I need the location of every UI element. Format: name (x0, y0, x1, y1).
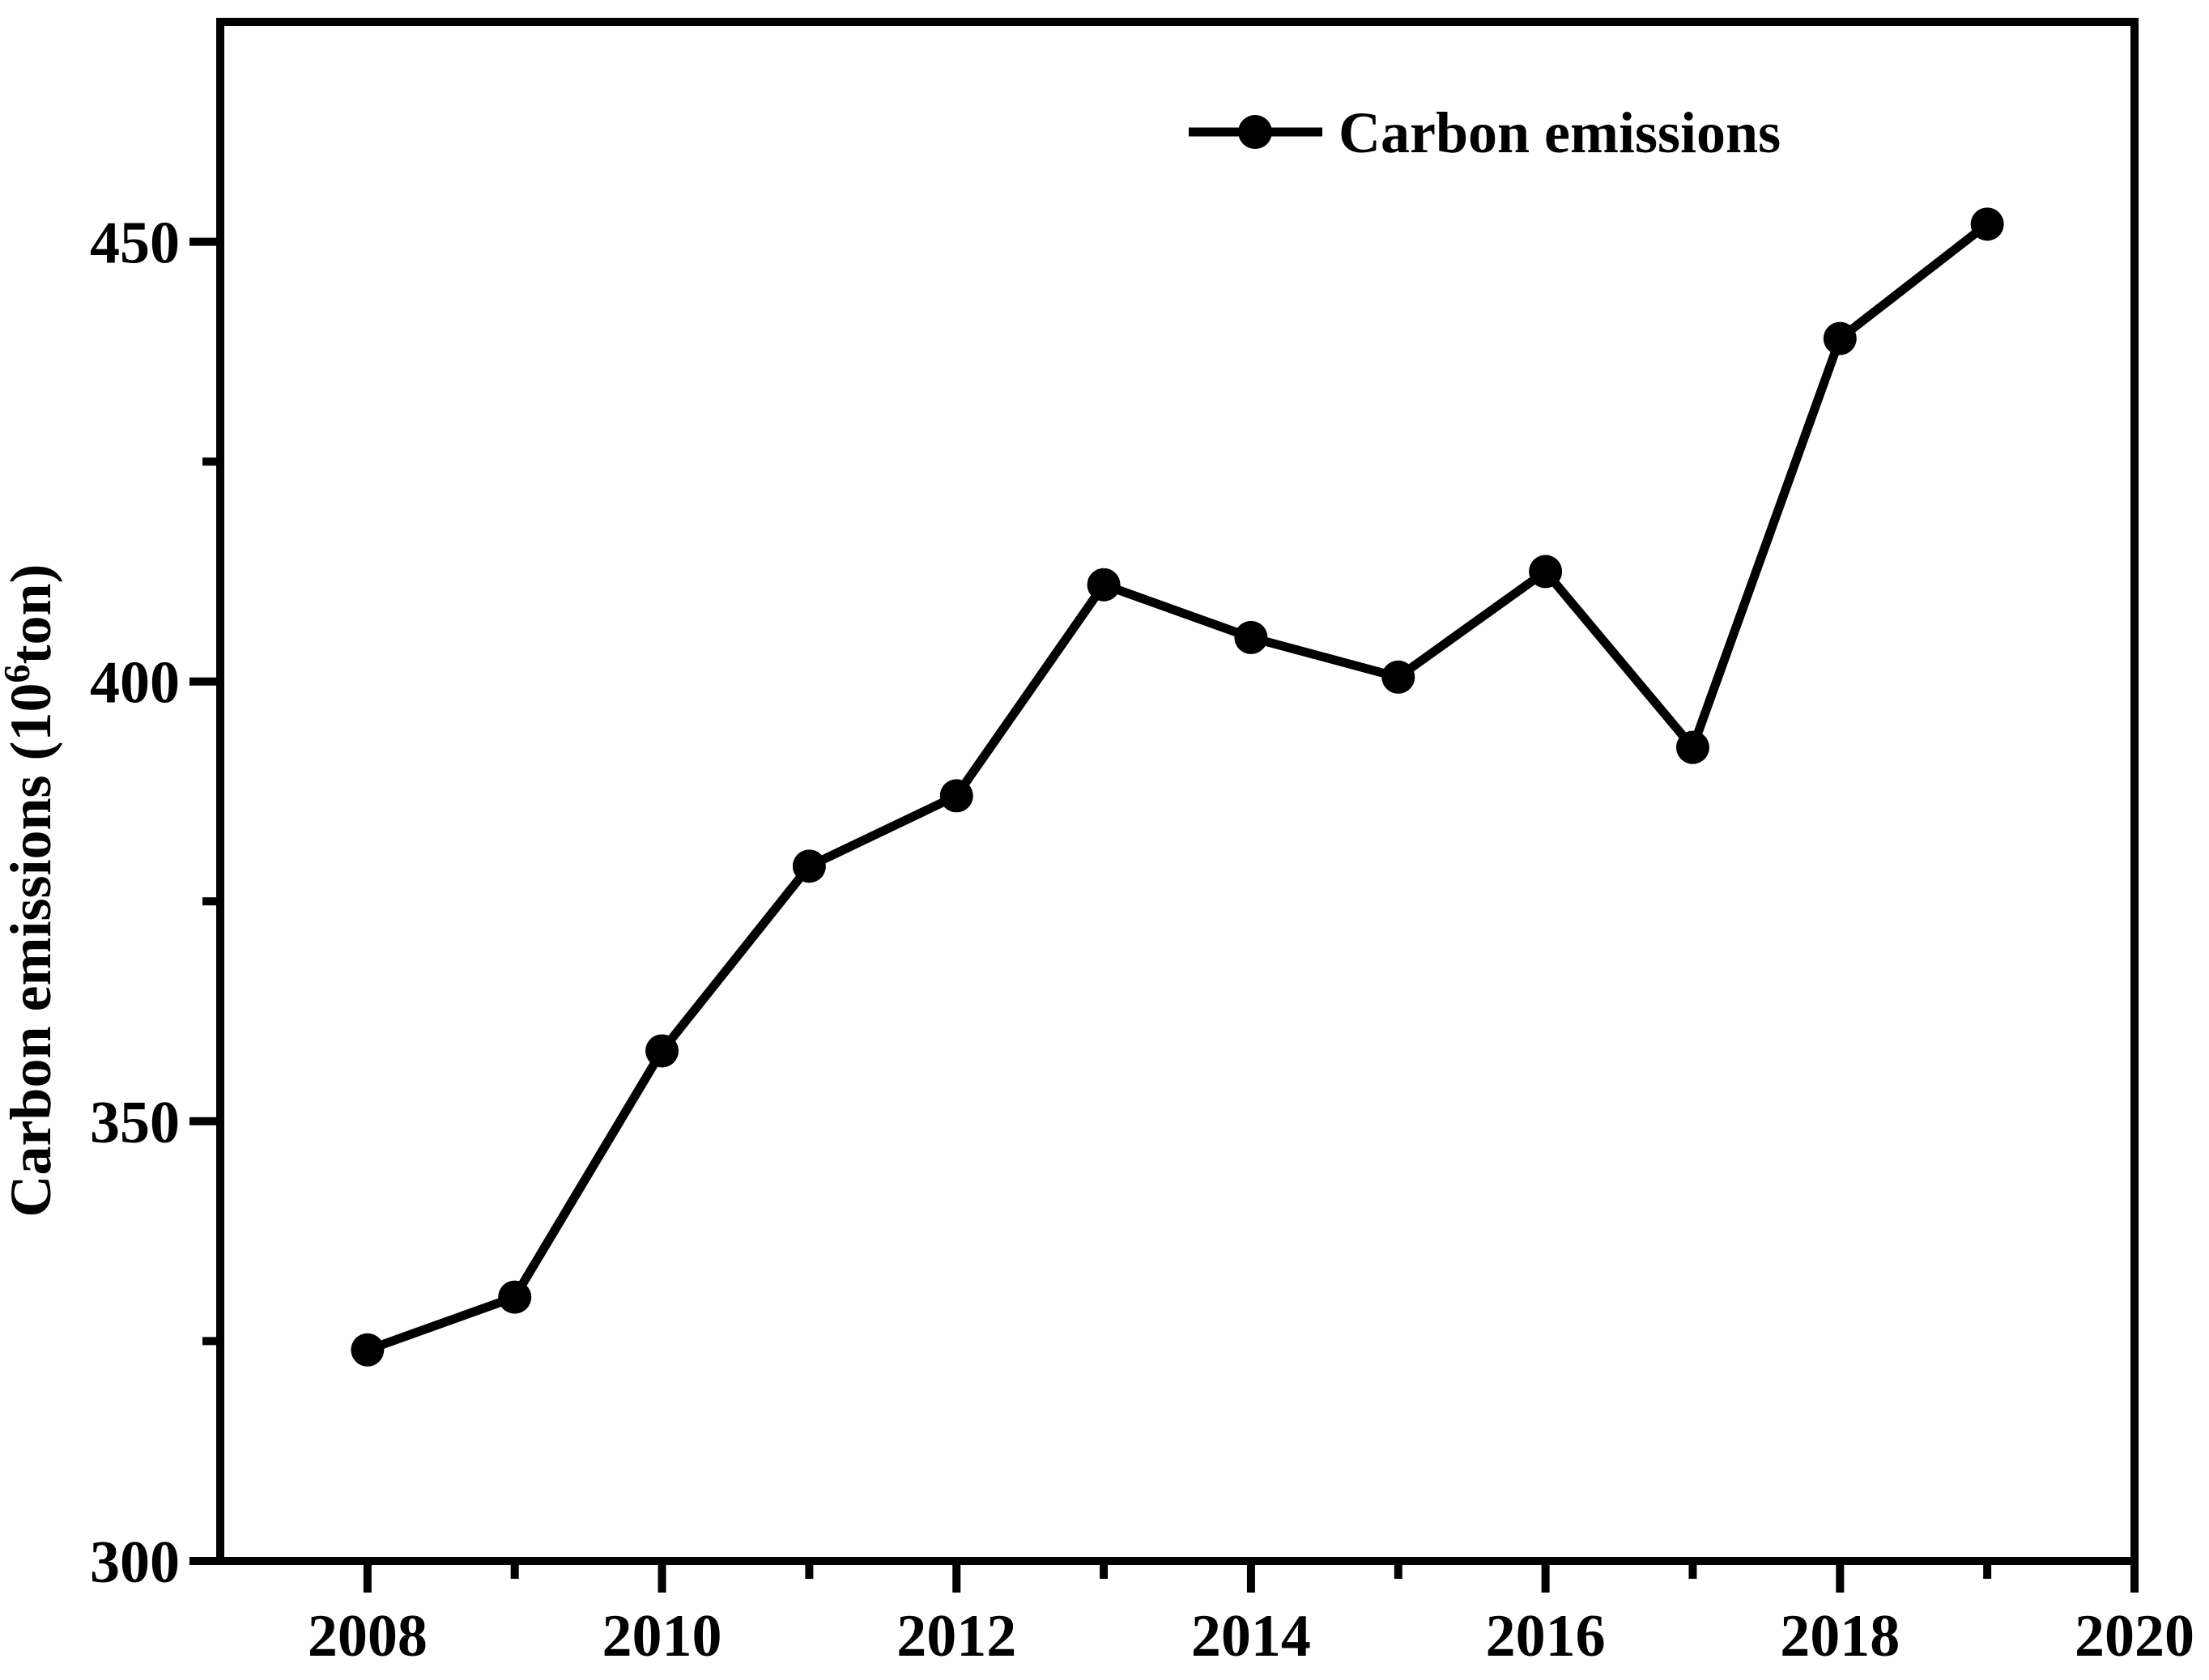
data-line-carbon-emissions (365, 220, 1990, 1355)
x-tick-label: 2012 (896, 1603, 1016, 1669)
data-point-2017 (1675, 730, 1709, 764)
x-axis-tick-labels: 2008 2010 2012 2014 2016 2018 2020 (308, 1603, 2194, 1669)
legend-label: Carbon emissions (1339, 100, 1781, 165)
y-tick-label: 300 (90, 1529, 180, 1596)
legend: Carbon emissions (1189, 100, 1781, 165)
y-tick-label: 450 (90, 211, 180, 277)
data-point-2019 (1970, 207, 2004, 241)
x-tick-label: 2014 (1191, 1603, 1311, 1669)
data-point-2012 (939, 779, 973, 813)
x-axis-minor-ticks (510, 1561, 1992, 1579)
data-point-2014 (1234, 620, 1268, 654)
x-tick-label: 2018 (1780, 1603, 1900, 1669)
y-axis-tick-labels: 300 350 400 450 (90, 211, 180, 1596)
y-axis-title: Carbon emissions (106ton) (0, 564, 63, 1217)
legend-marker-icon (1238, 115, 1272, 149)
data-point-2011 (792, 849, 826, 883)
x-axis-major-ticks (363, 1561, 2139, 1593)
data-point-2016 (1529, 555, 1563, 589)
data-point-2009 (498, 1280, 532, 1314)
data-point-2015 (1381, 660, 1415, 694)
data-point-2018 (1823, 321, 1857, 355)
y-tick-label: 350 (90, 1090, 180, 1156)
x-tick-label: 2010 (602, 1603, 722, 1669)
y-tick-label: 400 (90, 650, 180, 717)
x-tick-label: 2008 (308, 1603, 428, 1669)
data-point-2008 (351, 1333, 385, 1367)
x-tick-label: 2016 (1486, 1603, 1606, 1669)
plot-frame (216, 18, 2139, 1565)
data-point-2013 (1087, 568, 1121, 602)
y-axis-minor-ticks (202, 457, 220, 1346)
data-point-markers (351, 207, 2004, 1367)
y-axis-major-ticks (189, 237, 220, 1565)
x-tick-label: 2020 (2075, 1603, 2194, 1669)
data-point-2010 (645, 1034, 679, 1068)
